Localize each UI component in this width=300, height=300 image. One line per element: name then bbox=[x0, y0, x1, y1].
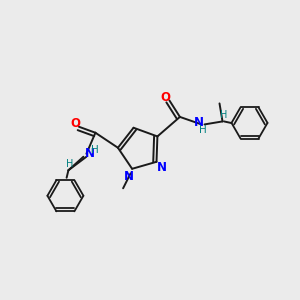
Text: H: H bbox=[91, 145, 99, 155]
Text: O: O bbox=[161, 91, 171, 104]
Text: N: N bbox=[84, 147, 94, 160]
Text: O: O bbox=[70, 117, 80, 130]
Text: N: N bbox=[194, 116, 204, 129]
Text: N: N bbox=[157, 161, 167, 174]
Text: H: H bbox=[66, 159, 74, 169]
Text: H: H bbox=[199, 125, 207, 135]
Text: N: N bbox=[124, 170, 134, 183]
Text: H: H bbox=[220, 110, 228, 120]
